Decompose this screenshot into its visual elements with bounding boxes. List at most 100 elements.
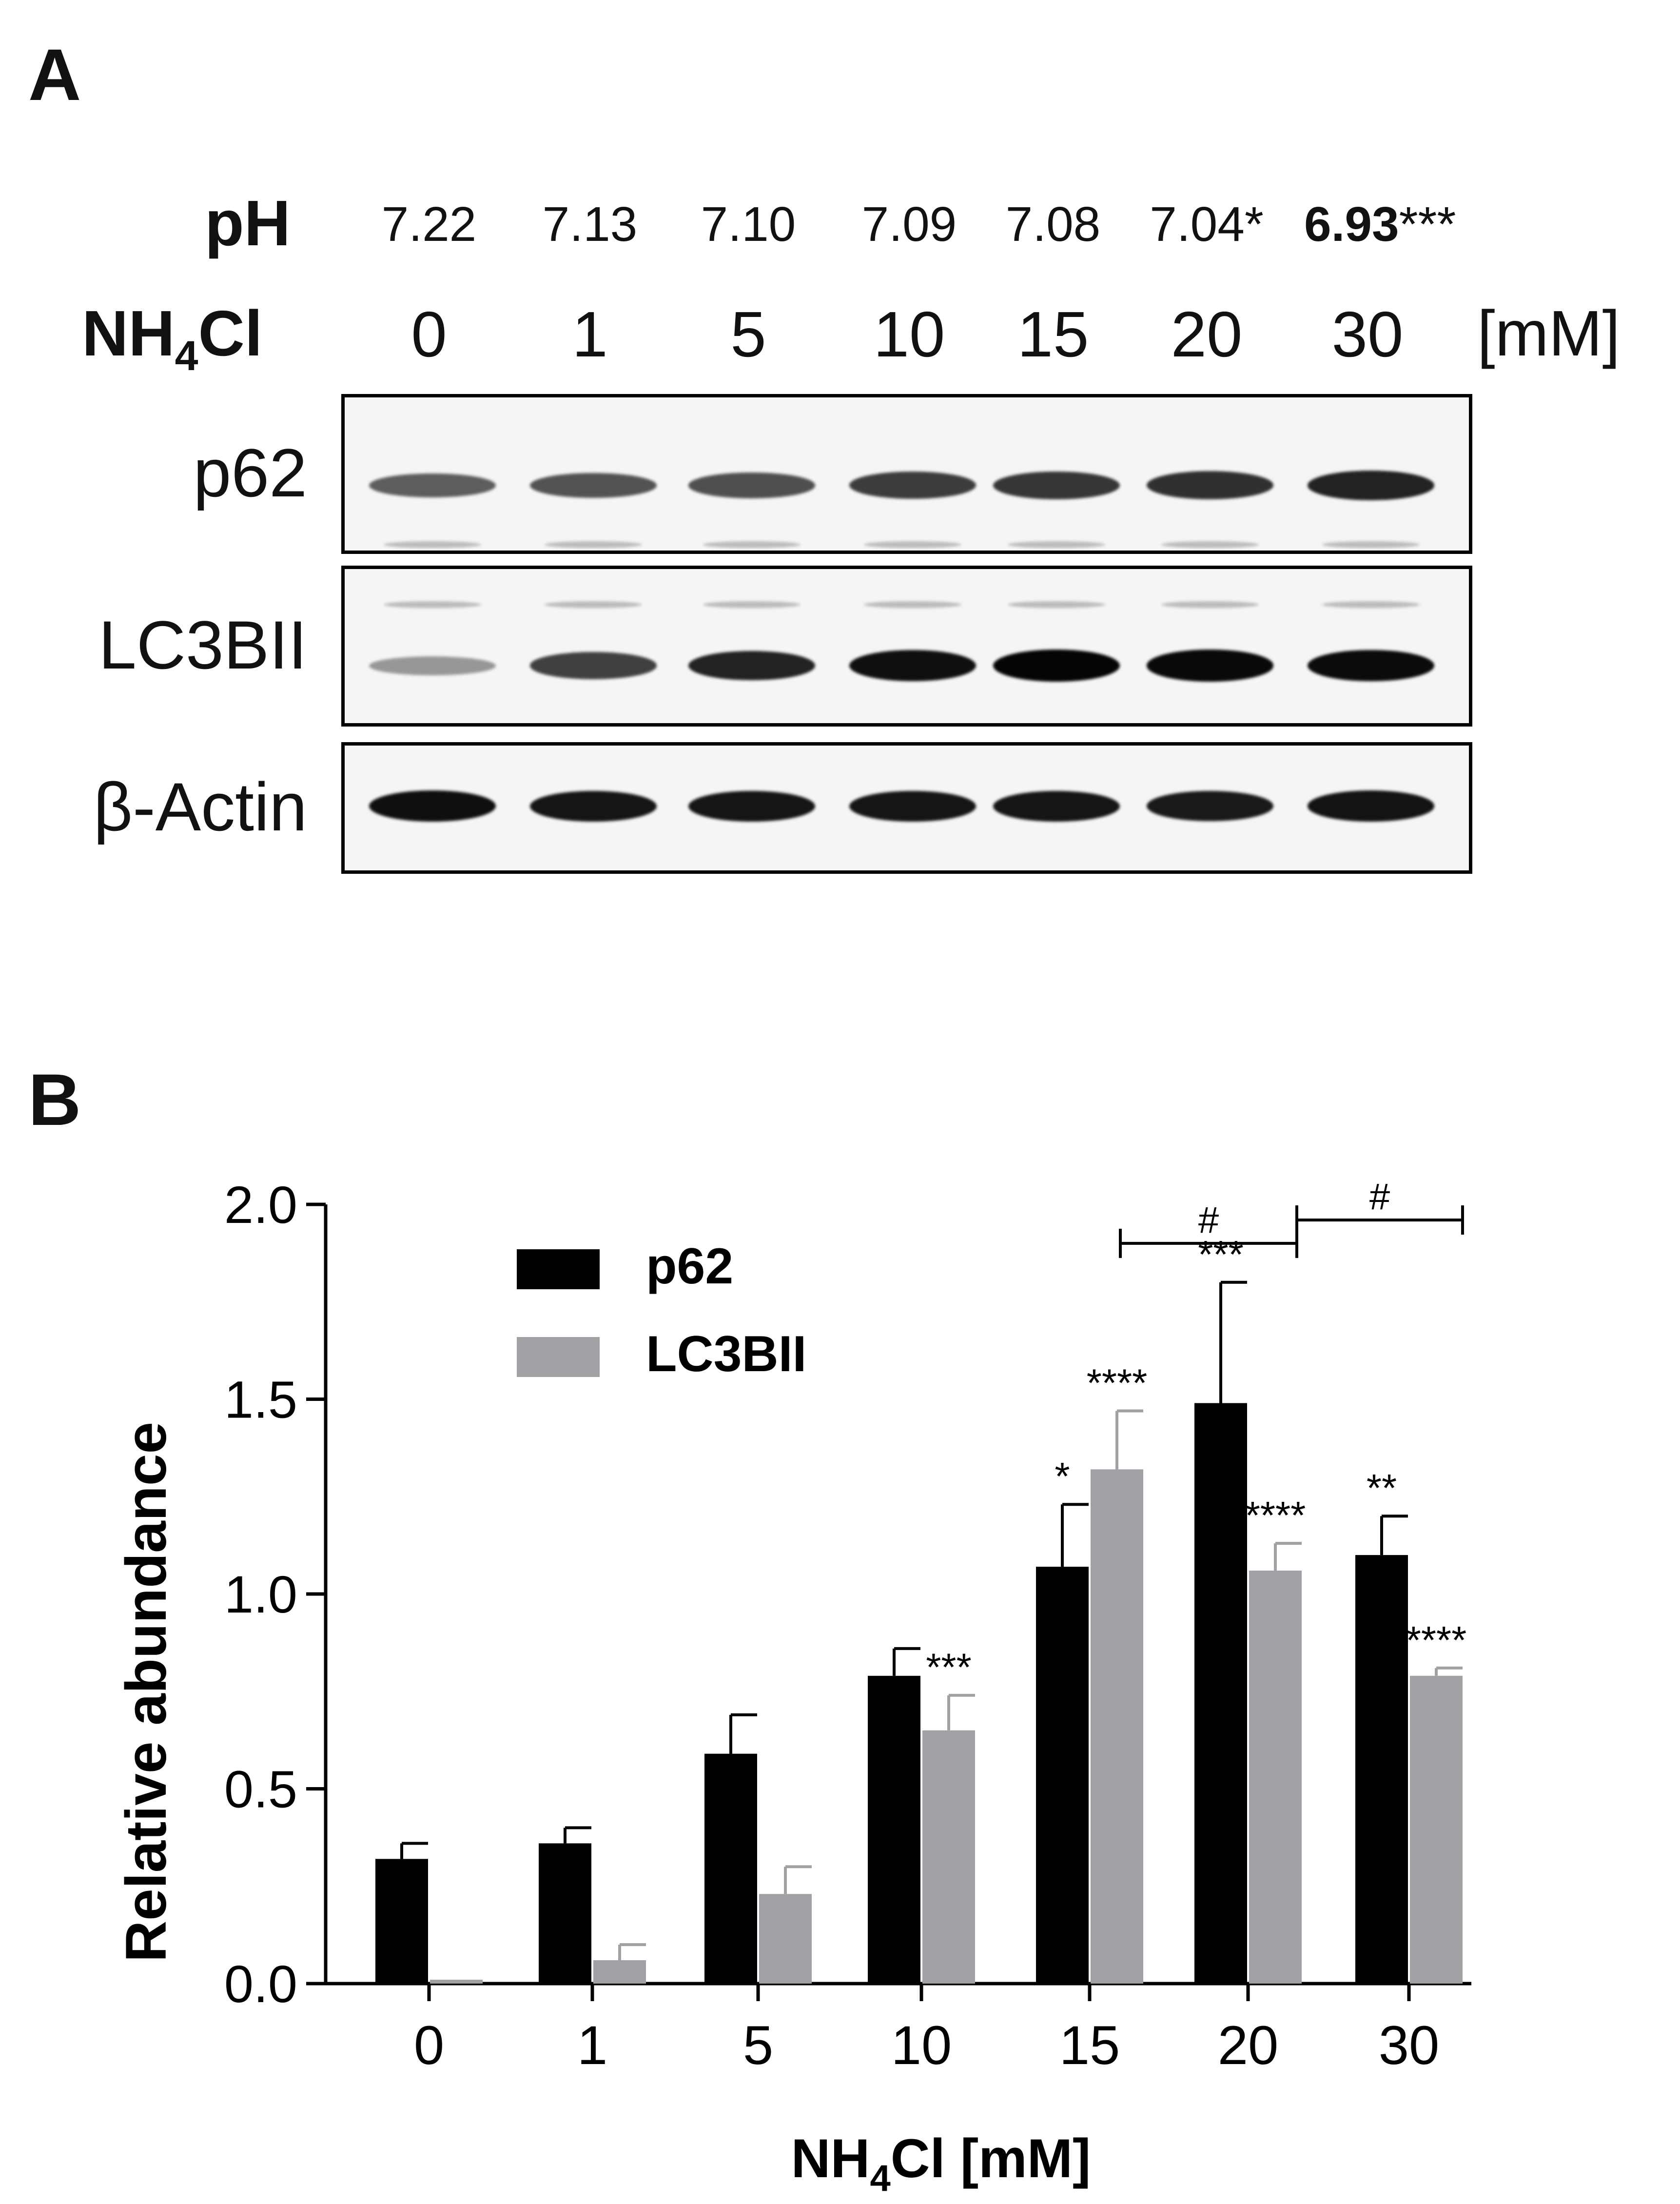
blot-band — [530, 652, 657, 679]
concentration-value: 30 — [1331, 298, 1404, 370]
blot-band — [993, 649, 1120, 682]
bracket-label: # — [1198, 1200, 1219, 1241]
bar-lc3bii — [430, 1980, 483, 1984]
y-tick-label: 2.0 — [224, 1175, 297, 1234]
blot-band — [369, 473, 496, 498]
x-tick-label: 1 — [577, 2015, 607, 2076]
panel-b-letter: B — [28, 1059, 81, 1141]
y-tick-label: 1.0 — [224, 1565, 297, 1624]
blot-actin — [341, 742, 1472, 874]
ph-value: 7.09 — [861, 197, 957, 252]
bar-p62 — [539, 1843, 591, 1984]
bar-lc3bii — [759, 1894, 812, 1984]
y-tick-label: 1.5 — [224, 1370, 297, 1429]
blot-faint-band — [864, 541, 961, 548]
concentration-value: 0 — [411, 298, 447, 370]
x-axis-label: NH4Cl [mM] — [791, 2128, 1091, 2194]
nh4cl-row-label: NH4Cl — [82, 297, 263, 379]
bracket-label: # — [1369, 1176, 1390, 1218]
significance-label: **** — [1406, 1618, 1467, 1662]
significance-label: **** — [1087, 1361, 1148, 1404]
bar-p62 — [704, 1753, 757, 1984]
blot-band — [530, 472, 657, 498]
blot-faint-band — [545, 601, 642, 608]
x-tick-label: 10 — [891, 2015, 952, 2076]
blot-band — [369, 790, 496, 822]
ph-value: 7.10 — [701, 197, 796, 252]
blot-band — [1308, 649, 1434, 682]
bar-p62 — [868, 1675, 920, 1984]
ph-row-label: pH — [205, 187, 291, 259]
bar-p62 — [1036, 1567, 1089, 1984]
blot-faint-band — [703, 541, 801, 548]
blot-band — [849, 649, 976, 682]
blot-lc3bii — [341, 566, 1472, 727]
concentration-value: 20 — [1171, 298, 1243, 370]
blot-faint-band — [1161, 601, 1259, 608]
ph-value: 7.22 — [381, 197, 477, 252]
unit-label: [mM] — [1477, 297, 1621, 369]
ph-value: 7.04* — [1150, 197, 1264, 252]
blot-band — [1147, 471, 1273, 500]
x-tick-label: 15 — [1059, 2015, 1120, 2076]
bar-lc3bii — [1410, 1675, 1463, 1984]
significance-label: **** — [1245, 1494, 1306, 1537]
blot-faint-band — [1161, 541, 1259, 548]
blot-faint-band — [1322, 541, 1420, 548]
legend-swatch-p62 — [517, 1249, 600, 1289]
bar-p62 — [1355, 1555, 1408, 1984]
ph-value: 7.08 — [1005, 197, 1101, 252]
significance-label: ** — [1367, 1466, 1397, 1510]
blot-band — [993, 790, 1120, 822]
y-axis-label: Relative abundance — [114, 1422, 178, 1962]
blot-band — [1147, 791, 1273, 822]
concentration-value: 10 — [873, 298, 945, 370]
blot-band — [688, 790, 815, 822]
legend-swatch-lc3bii — [517, 1337, 600, 1377]
blot-band — [1308, 790, 1434, 822]
blot-band — [369, 656, 496, 675]
ph-value: 7.13 — [542, 197, 638, 252]
blot-faint-band — [1322, 601, 1420, 608]
bar-lc3bii — [593, 1960, 646, 1984]
x-tick-label: 30 — [1379, 2015, 1440, 2076]
blot-faint-band — [864, 601, 961, 608]
blot-faint-band — [384, 541, 481, 548]
x-tick-label: 0 — [414, 2015, 444, 2076]
panel-a-letter: A — [28, 34, 81, 116]
significance-label: *** — [926, 1646, 971, 1689]
blot-band — [688, 472, 815, 498]
bar-chart: 0.00.51.01.52.00 1 5 10 15 20 30 *************… — [114, 1175, 1471, 2194]
y-tick-label: 0.0 — [224, 1954, 297, 2013]
blot-faint-band — [703, 601, 801, 608]
bar-lc3bii — [1249, 1571, 1302, 1984]
blot-label: p62 — [193, 434, 307, 511]
significance-label: *** — [1198, 1233, 1243, 1276]
y-tick-label: 0.5 — [224, 1760, 297, 1819]
legend-label-lc3bii: LC3BII — [646, 1326, 806, 1382]
blot-band — [1308, 471, 1434, 500]
blot-band — [530, 790, 657, 822]
x-tick-label: 20 — [1218, 2015, 1279, 2076]
blot-band — [849, 472, 976, 499]
blot-faint-band — [1008, 601, 1105, 608]
blot-band — [1147, 649, 1273, 682]
blot-band — [849, 790, 976, 822]
blot-p62 — [341, 394, 1472, 554]
bar-p62 — [375, 1859, 428, 1984]
significance-label: * — [1055, 1455, 1070, 1498]
bar-lc3bii — [1091, 1469, 1143, 1984]
blot-label: LC3BII — [98, 607, 307, 683]
ph-value: 6.93*** — [1304, 197, 1456, 252]
blot-band — [688, 650, 815, 681]
blot-faint-band — [545, 541, 642, 548]
bar-lc3bii — [922, 1730, 975, 1984]
blot-label: β-Actin — [93, 768, 307, 845]
concentration-value: 5 — [730, 298, 766, 370]
legend-label-p62: p62 — [646, 1238, 733, 1295]
blot-band — [993, 471, 1120, 499]
concentration-value: 15 — [1017, 298, 1089, 370]
bar-p62 — [1194, 1403, 1247, 1984]
blot-faint-band — [384, 601, 481, 608]
blot-faint-band — [1008, 541, 1105, 548]
